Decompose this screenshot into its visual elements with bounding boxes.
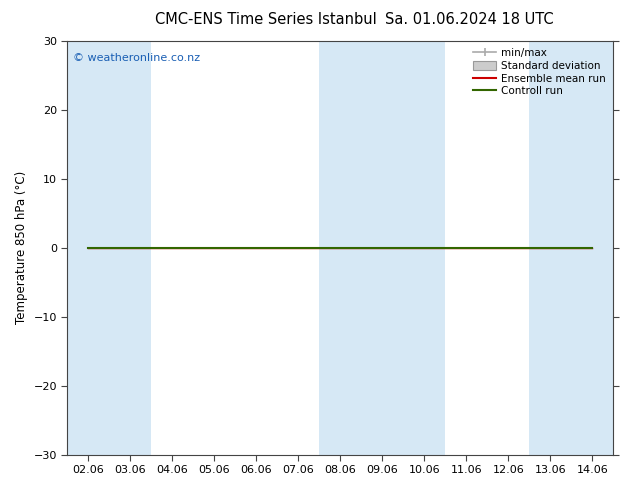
Bar	[320, 41, 446, 455]
Bar	[529, 41, 614, 455]
Text: © weatheronline.co.nz: © weatheronline.co.nz	[73, 53, 200, 64]
Text: CMC-ENS Time Series Istanbul: CMC-ENS Time Series Istanbul	[155, 12, 377, 27]
Legend: min/max, Standard deviation, Ensemble mean run, Controll run: min/max, Standard deviation, Ensemble me…	[471, 46, 608, 98]
Y-axis label: Temperature 850 hPa (°C): Temperature 850 hPa (°C)	[15, 171, 28, 324]
Text: Sa. 01.06.2024 18 UTC: Sa. 01.06.2024 18 UTC	[385, 12, 553, 27]
Bar	[67, 41, 152, 455]
